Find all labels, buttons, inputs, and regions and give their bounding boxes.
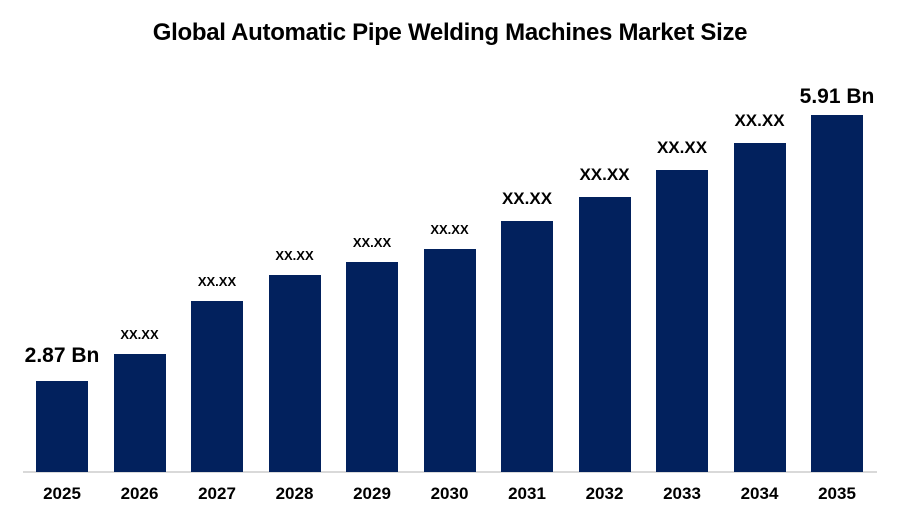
x-axis-label-2025: 2025 <box>43 484 81 503</box>
bar-2026 <box>113 354 166 472</box>
x-axis-label-2033: 2033 <box>663 484 701 503</box>
x-axis-line <box>23 471 877 473</box>
bar-2035 <box>811 115 863 472</box>
x-axis-label-2034: 2034 <box>740 484 779 503</box>
bar-value-label-2035: 5.91 Bn <box>799 85 875 108</box>
bar-value-label-2027: XX.XX <box>197 274 237 289</box>
bar-2025 <box>36 381 88 472</box>
bar-value-label-2033: XX.XX <box>656 138 708 157</box>
bar-value-label-2031: XX.XX <box>501 189 553 208</box>
x-axis-label-2029: 2029 <box>353 484 391 503</box>
bar-2028 <box>268 275 321 472</box>
bar-value-label-2032: XX.XX <box>579 165 630 184</box>
bar-value-label-2030: XX.XX <box>430 222 469 237</box>
bar-2027 <box>191 301 243 472</box>
bar-2034 <box>733 143 786 472</box>
x-axis-label-2028: 2028 <box>275 484 314 503</box>
bar-2031 <box>501 221 553 472</box>
bar-value-label-2028: XX.XX <box>275 248 314 263</box>
bar-value-label-2026: XX.XX <box>120 327 159 342</box>
x-axis-label-2032: 2032 <box>585 484 624 503</box>
bar-2030 <box>423 249 476 472</box>
x-axis-label-2026: 2026 <box>120 484 159 503</box>
bar-2029 <box>346 262 398 472</box>
x-axis-label-2035: 2035 <box>818 484 856 503</box>
bar-2032 <box>578 197 631 472</box>
bar-value-label-2034: XX.XX <box>734 111 785 130</box>
x-axis-label-2027: 2027 <box>198 484 236 503</box>
bar-value-label-2029: XX.XX <box>352 235 392 250</box>
x-axis-label-2031: 2031 <box>508 484 546 503</box>
bar-value-label-2025: 2.87 Bn <box>24 344 100 367</box>
bar-2033 <box>656 170 708 472</box>
chart-title: Global Automatic Pipe Welding Machines M… <box>152 19 748 46</box>
x-axis-label-2030: 2030 <box>430 484 469 503</box>
